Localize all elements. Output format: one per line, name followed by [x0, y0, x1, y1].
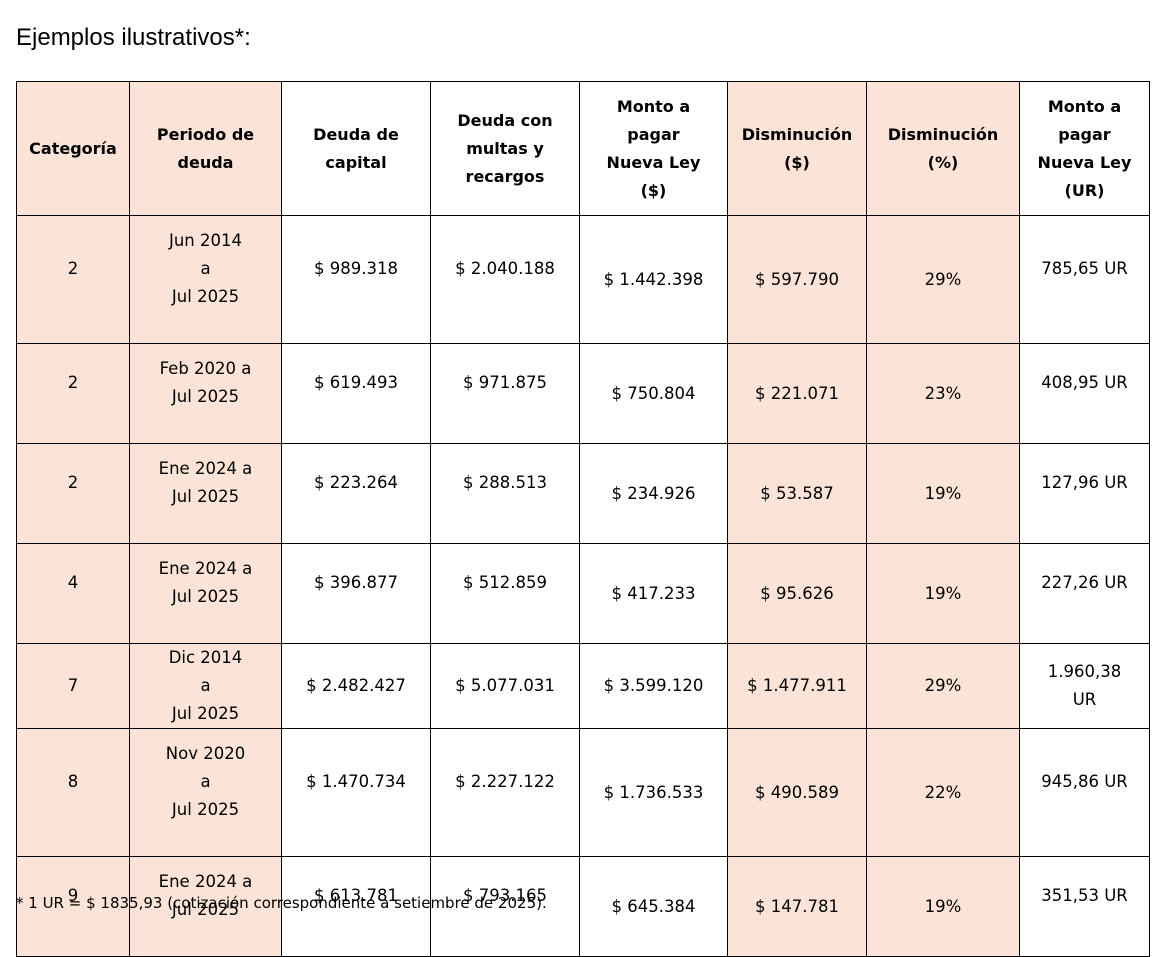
header-cell: Disminución (%) [866, 81, 1020, 216]
table-cell: $ 288.513 [430, 443, 580, 544]
table-cell: Ene 2024 a Jul 2025 [129, 543, 282, 644]
table-cell: $ 2.482.427 [281, 643, 431, 729]
table-cell: 22% [866, 728, 1020, 857]
table-cell: 9 [16, 856, 130, 957]
table-cell: $ 512.859 [430, 543, 580, 644]
table-cell: $ 989.318 [281, 215, 431, 344]
footnote: * 1 UR = $ 1835,93 (cotización correspon… [16, 894, 547, 912]
table-row: 8 Nov 2020 a Jul 2025 $ 1.470.734 $ 2.227.1… [16, 728, 1150, 857]
table-row: 4 Ene 2024 a Jul 2025 $ 396.877 $ 512.859 $ … [16, 543, 1150, 644]
table-cell: $ 417.233 [579, 543, 728, 644]
table-cell: Jun 2014 a Jul 2025 [129, 215, 282, 344]
table-cell: $ 221.071 [727, 343, 867, 444]
table-cell: 2 [16, 343, 130, 444]
table-cell: $ 396.877 [281, 543, 431, 644]
table-cell: 7 [16, 643, 130, 729]
table-cell: 351,53 UR [1019, 856, 1150, 957]
table-cell: 945,86 UR [1019, 728, 1150, 857]
table-cell: 19% [866, 543, 1020, 644]
title: Ejemplos ilustrativos*: [16, 24, 251, 51]
table-cell: 23% [866, 343, 1020, 444]
table-cell: $ 95.626 [727, 543, 867, 644]
table-cell: 2 [16, 215, 130, 344]
table-cell: $ 3.599.120 [579, 643, 728, 729]
table-cell: $ 1.477.911 [727, 643, 867, 729]
header-cell: Periodo de deuda [129, 81, 282, 216]
table-cell: Ene 2024 a Jul 2025 [129, 443, 282, 544]
table-cell: 4 [16, 543, 130, 644]
table-cell: $ 645.384 [579, 856, 728, 957]
table-cell: $ 1.442.398 [579, 215, 728, 344]
table-row: 2 Ene 2024 a Jul 2025 $ 223.264 $ 288.513 $ … [16, 443, 1150, 544]
table-cell: $ 971.875 [430, 343, 580, 444]
table-cell: $ 1.470.734 [281, 728, 431, 857]
table-cell: $ 750.804 [579, 343, 728, 444]
table-cell: 785,65 UR [1019, 215, 1150, 344]
table-cell: $ 147.781 [727, 856, 867, 957]
table-row: 2 Jun 2014 a Jul 2025 $ 989.318 $ 2.040.188… [16, 215, 1150, 344]
table-cell: 29% [866, 215, 1020, 344]
table-cell: 408,95 UR [1019, 343, 1150, 444]
header-cell: Monto a pagar Nueva Ley ($) [579, 81, 728, 216]
header-cell: Monto a pagar Nueva Ley (UR) [1019, 81, 1150, 216]
table-cell: 127,96 UR [1019, 443, 1150, 544]
table-cell: 227,26 UR [1019, 543, 1150, 644]
table-cell: $ 234.926 [579, 443, 728, 544]
header-cell: Deuda con multas y recargos [430, 81, 580, 216]
table-cell: 2 [16, 443, 130, 544]
table-row: 2 Feb 2020 a Jul 2025 $ 619.493 $ 971.875 $ … [16, 343, 1150, 444]
table-cell: Feb 2020 a Jul 2025 [129, 343, 282, 444]
table-cell: $ 2.227.122 [430, 728, 580, 857]
table-cell: Nov 2020 a Jul 2025 [129, 728, 282, 857]
table-cell: $ 1.736.533 [579, 728, 728, 857]
table-cell: 19% [866, 856, 1020, 957]
table-cell: $ 490.589 [727, 728, 867, 857]
table-cell: Dic 2014 a Jul 2025 [129, 643, 282, 729]
header-row: Categoría Periodo de deuda Deuda de capita… [16, 81, 1150, 216]
table-cell: 19% [866, 443, 1020, 544]
table-cell: $ 597.790 [727, 215, 867, 344]
table-cell: $ 223.264 [281, 443, 431, 544]
header-cell: Disminución ($) [727, 81, 867, 216]
table-row: 7 Dic 2014 a Jul 2025 $ 2.482.427 $ 5.077.0… [16, 643, 1150, 729]
table-cell: 29% [866, 643, 1020, 729]
table-cell: 8 [16, 728, 130, 857]
table: Categoría Periodo de deuda Deuda de capita… [16, 81, 1150, 957]
table-cell: 1.960,38 UR [1019, 643, 1150, 729]
table-cell: $ 5.077.031 [430, 643, 580, 729]
table-cell: $ 619.493 [281, 343, 431, 444]
table-cell: $ 2.040.188 [430, 215, 580, 344]
header-cell: Categoría [16, 81, 130, 216]
table-cell: $ 53.587 [727, 443, 867, 544]
header-cell: Deuda de capital [281, 81, 431, 216]
table-body: 2 Jun 2014 a Jul 2025 $ 989.318 $ 2.040.188… [16, 215, 1150, 957]
